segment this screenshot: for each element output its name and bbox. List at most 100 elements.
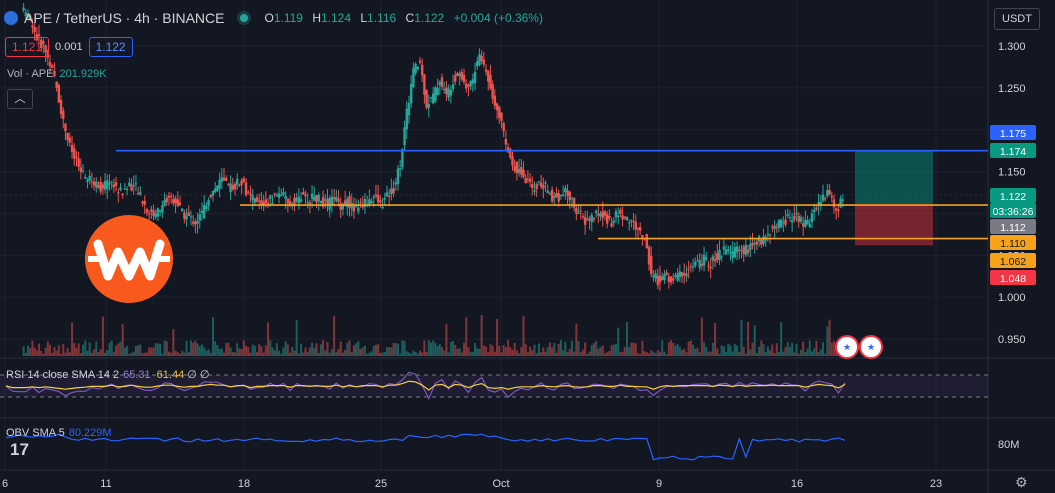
candle-body bbox=[718, 249, 721, 261]
volume-bar bbox=[689, 340, 692, 356]
candle-body bbox=[555, 192, 558, 197]
candle-body bbox=[251, 195, 254, 201]
candle-body bbox=[238, 184, 241, 186]
watermark-logo bbox=[85, 215, 173, 303]
volume-bar bbox=[297, 353, 300, 356]
candle-body bbox=[266, 202, 270, 205]
candle-body bbox=[99, 181, 102, 192]
candle-body bbox=[121, 193, 124, 196]
buy-button[interactable]: 1.122 bbox=[88, 37, 133, 57]
volume-bar bbox=[753, 325, 756, 356]
candle-body bbox=[548, 193, 552, 195]
candle-body bbox=[236, 178, 239, 185]
candle-body bbox=[672, 278, 675, 281]
volume-bar bbox=[137, 345, 140, 356]
candle-body bbox=[136, 193, 140, 195]
profit-zone bbox=[855, 151, 933, 204]
candle-body bbox=[793, 215, 796, 220]
volume-bar bbox=[663, 351, 666, 356]
candle-body bbox=[445, 87, 448, 95]
volume-bar bbox=[86, 350, 89, 356]
us-flag-event-icon[interactable]: ★ bbox=[835, 335, 859, 359]
price-labels: 1.175 1.174 1.122 03:36:26 1.112 1.110 1.062 1.… bbox=[990, 125, 1036, 285]
candle-body bbox=[341, 204, 345, 210]
us-flag-event-icon[interactable]: ★ bbox=[859, 335, 883, 359]
volume-bar bbox=[101, 316, 104, 356]
volume-bar bbox=[687, 341, 690, 356]
candle-body bbox=[88, 175, 91, 181]
candle-body bbox=[801, 223, 805, 227]
candle-body bbox=[826, 189, 829, 197]
candle-body bbox=[110, 181, 113, 183]
candle-body bbox=[205, 205, 208, 210]
candle-body bbox=[524, 178, 527, 184]
volume-bar bbox=[815, 340, 818, 356]
candle-body bbox=[284, 195, 287, 199]
candle-body bbox=[269, 195, 272, 199]
candle-body bbox=[321, 196, 325, 207]
candle-body bbox=[623, 216, 626, 219]
candle-body bbox=[678, 271, 682, 278]
currency-selector[interactable]: USDT bbox=[994, 8, 1040, 30]
candle-body bbox=[328, 197, 331, 210]
volume-bar bbox=[791, 342, 794, 356]
candle-body bbox=[696, 260, 699, 262]
volume-bar bbox=[608, 351, 611, 356]
volume-bar bbox=[747, 321, 750, 356]
candle-body bbox=[200, 210, 204, 214]
candle-body bbox=[766, 234, 770, 236]
candle-body bbox=[141, 201, 144, 204]
candle-body bbox=[152, 210, 155, 216]
candle-body bbox=[163, 200, 166, 206]
candle-body bbox=[90, 181, 94, 183]
candle-body bbox=[790, 220, 794, 223]
candle-body bbox=[581, 216, 585, 218]
candle-body bbox=[627, 222, 631, 224]
volume-bar bbox=[650, 350, 653, 356]
candle-body bbox=[53, 70, 56, 77]
volume-bar bbox=[826, 326, 829, 356]
candle-body bbox=[724, 249, 728, 255]
volume-bar bbox=[170, 352, 173, 356]
volume-bar bbox=[326, 342, 329, 356]
candle-body bbox=[191, 221, 195, 224]
volume-bar bbox=[707, 351, 710, 356]
volume-bar bbox=[493, 351, 496, 356]
candle-body bbox=[434, 87, 437, 102]
candle-body bbox=[698, 259, 701, 268]
candle-body bbox=[64, 123, 67, 132]
collapse-legend-button[interactable]: ︿ bbox=[7, 89, 33, 109]
candle-body bbox=[775, 227, 778, 229]
volume-bar bbox=[467, 347, 470, 356]
gear-icon[interactable]: ⚙ bbox=[1015, 474, 1028, 490]
volume-bar bbox=[130, 352, 133, 356]
volume-bar bbox=[44, 347, 47, 356]
candle-body bbox=[632, 221, 635, 223]
candle-body bbox=[641, 234, 644, 239]
volume-bar bbox=[434, 343, 437, 356]
candle-body bbox=[57, 84, 61, 103]
price-label-text: 1.110 bbox=[1000, 238, 1026, 250]
symbol-title[interactable]: APE / TetherUS · 4h · BINANCE bbox=[24, 10, 225, 26]
candle-body bbox=[834, 208, 838, 211]
candle-body bbox=[760, 239, 763, 245]
sell-button[interactable]: 1.121 bbox=[5, 37, 50, 57]
candle-body bbox=[689, 266, 693, 268]
candle-body bbox=[354, 206, 358, 208]
candle-body bbox=[586, 219, 589, 221]
candle-body bbox=[473, 71, 477, 84]
time-axis: 6 11 18 25 Oct 9 16 23 bbox=[2, 478, 942, 490]
candle-body bbox=[438, 81, 442, 86]
volume-bar bbox=[449, 341, 452, 356]
candle-body bbox=[436, 87, 439, 96]
volume-bar bbox=[414, 351, 417, 356]
candle-body bbox=[652, 275, 655, 277]
candle-body bbox=[731, 251, 734, 258]
volume-bar bbox=[711, 342, 714, 356]
candle-body bbox=[570, 198, 574, 200]
volume-bar bbox=[709, 351, 712, 356]
volume-bar bbox=[553, 342, 556, 356]
candle-body bbox=[326, 198, 329, 206]
candle-body bbox=[663, 274, 666, 281]
